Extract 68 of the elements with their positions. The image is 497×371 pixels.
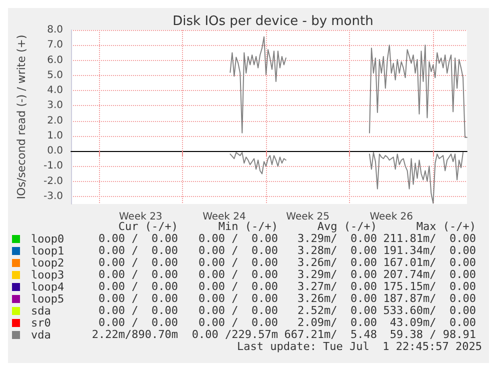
- text: 0.00 / 0.00: [198, 304, 278, 317]
- legend-label: loop2: [31, 256, 64, 270]
- y-tick-label: 5.0: [47, 70, 63, 81]
- legend-label: sda: [31, 304, 51, 318]
- y-tick-label: -3.0: [43, 190, 63, 202]
- legend-label: loop3: [31, 268, 64, 282]
- text: 43.09m/ 0.00: [390, 316, 476, 329]
- y-tick-label: 2.0: [47, 115, 63, 126]
- y-tick-label: 6.0: [47, 54, 63, 66]
- text: 0.00 / 0.00: [198, 316, 278, 329]
- text: 0.00 / 0.00: [98, 232, 178, 245]
- text: Avg (-/+): [317, 220, 378, 233]
- text: 187.87m/ 0.00: [383, 292, 476, 305]
- text: 2.09m/ 0.00: [298, 316, 378, 329]
- x-tick-label: Week 23: [118, 212, 162, 222]
- text: 3.27m/ 0.00: [298, 280, 378, 293]
- text: 59.38 / 98.91: [390, 328, 476, 341]
- text: 667.21m/ 5.48: [284, 328, 378, 341]
- text: 3.26m/ 0.00: [298, 256, 378, 269]
- legend-label: vda: [31, 328, 51, 342]
- text: 167.01m/ 0.00: [383, 256, 476, 269]
- text: 191.34m/ 0.00: [383, 244, 476, 257]
- text: 0.00 / 0.00: [198, 292, 278, 305]
- text: 0.00 / 0.00: [98, 280, 178, 293]
- text: Last update: Tue Jul 1 22:45:57 2025: [236, 340, 482, 353]
- text: 0.00 / 0.00: [198, 244, 278, 257]
- text: 0.00 / 0.00: [198, 268, 278, 281]
- text: 2.22m/890.70m: [92, 328, 178, 341]
- text: Max (-/+): [416, 220, 476, 233]
- y-tick-label: 3.0: [47, 100, 63, 112]
- legend-label: sr0: [31, 316, 51, 330]
- text: 0.00 / 0.00: [98, 304, 178, 317]
- text: 0.00 / 0.00: [98, 244, 178, 257]
- text: Min (-/+): [218, 220, 278, 233]
- text: 0.00 / 0.00: [98, 256, 178, 269]
- y-tick-label: 8.0: [47, 24, 63, 36]
- y-tick-label: 0.0: [47, 146, 63, 157]
- y-tick-label: -1.0: [43, 160, 63, 172]
- text: 533.60m/ 0.00: [383, 304, 476, 317]
- chart-title: Disk IOs per device - by month: [172, 14, 374, 29]
- x-tick-label: Week 26: [370, 212, 414, 222]
- text: 211.81m/ 0.00: [383, 232, 476, 245]
- text: Cur (-/+): [118, 220, 178, 233]
- x-tick-label: Week 25: [286, 212, 330, 222]
- text: 0.00 / 0.00: [98, 268, 178, 281]
- text: 3.28m/ 0.00: [298, 244, 378, 257]
- y-tick-label: 1.0: [47, 130, 63, 142]
- text: 175.15m/ 0.00: [383, 280, 476, 293]
- text: 0.00 / 0.00: [98, 316, 178, 329]
- text: 2.52m/ 0.00: [298, 304, 378, 317]
- x-tick-label: Week 24: [202, 212, 246, 222]
- y-axis-title: IOs/second read (-) / write (+): [15, 34, 28, 200]
- legend-label: loop1: [31, 244, 64, 258]
- text: 3.29m/ 0.00: [298, 268, 378, 281]
- text: 3.26m/ 0.00: [298, 292, 378, 305]
- text: 3.29m/ 0.00: [298, 232, 378, 245]
- text: 0.00 /229.57m: [192, 328, 278, 341]
- y-tick-label: -2.0: [43, 176, 63, 187]
- text: 0.00 / 0.00: [198, 280, 278, 293]
- text: 0.00 / 0.00: [98, 292, 178, 305]
- legend-label: loop0: [31, 232, 64, 246]
- text: 0.00 / 0.00: [198, 232, 278, 245]
- text: 0.00 / 0.00: [198, 256, 278, 269]
- text: 207.74m/ 0.00: [383, 268, 476, 281]
- y-tick-label: 7.0: [47, 40, 63, 51]
- legend-label: loop4: [31, 280, 64, 294]
- legend-label: loop5: [31, 292, 64, 306]
- y-tick-label: 4.0: [47, 85, 63, 96]
